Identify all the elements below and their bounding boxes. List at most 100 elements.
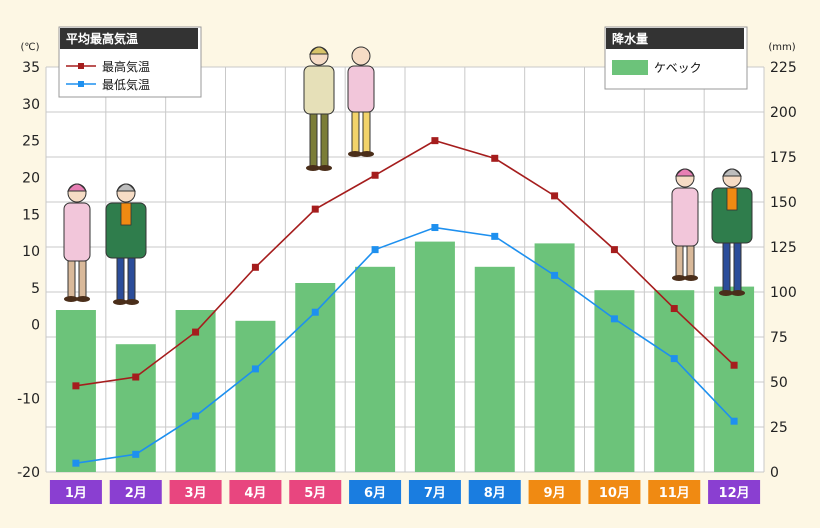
winter-couple-illustration-right: [671, 168, 753, 296]
precipitation-bar: [55, 310, 96, 472]
temperature-point: [551, 271, 559, 279]
winter-couple-illustration-left: [63, 183, 147, 305]
month-label: 12月: [719, 486, 750, 501]
month-label: 7月: [424, 486, 446, 501]
month-label-box: [528, 480, 581, 504]
temperature-point: [251, 365, 259, 373]
month-label-box: [588, 480, 641, 504]
left-tick-label: -20: [17, 465, 40, 481]
precipitation-bar: [235, 320, 276, 472]
month-label-box: [229, 480, 282, 504]
month-label: 4月: [244, 486, 266, 501]
month-label-box: [289, 480, 342, 504]
left-tick-label: 30: [22, 97, 40, 113]
left-axis-unit: (℃): [20, 42, 39, 53]
person-figure: [711, 168, 753, 296]
temperature-point: [192, 412, 200, 420]
precipitation-legend-title: 降水量: [612, 31, 648, 46]
temperature-point: [371, 246, 379, 254]
month-label-box: [708, 480, 761, 504]
right-tick-label: 175: [770, 150, 797, 166]
person-figure: [105, 183, 147, 305]
left-tick-label: -10: [17, 391, 40, 407]
month-label: 1月: [65, 486, 87, 501]
left-axis-ticks: -20 -10 0 5 10 15 20 25 30 35: [17, 60, 40, 481]
left-tick-label: 5: [31, 281, 40, 297]
temperature-point: [72, 382, 80, 390]
temperature-point: [431, 224, 439, 232]
precipitation-bar: [654, 290, 695, 472]
person-figure: [347, 46, 375, 157]
month-label: 5月: [304, 486, 326, 501]
right-tick-label: 200: [770, 105, 797, 121]
precipitation-bar: [414, 241, 455, 472]
summer-couple-illustration: [303, 46, 375, 171]
right-tick-label: 100: [770, 285, 797, 301]
left-tick-label: 20: [22, 170, 40, 186]
right-tick-label: 125: [770, 240, 797, 256]
temperature-point: [431, 137, 439, 145]
gridlines: [45, 66, 765, 473]
right-axis-unit: (mm): [768, 42, 795, 53]
left-tick-label: 15: [22, 207, 40, 223]
temperature-point: [730, 417, 738, 425]
right-tick-label: 0: [770, 465, 779, 481]
temperature-point: [551, 192, 559, 200]
precipitation-bar: [115, 344, 156, 472]
precipitation-bar: [534, 243, 575, 472]
month-label-box: [49, 480, 102, 504]
left-tick-label: 25: [22, 134, 40, 150]
month-label: 6月: [364, 486, 386, 501]
temperature-point: [610, 315, 618, 323]
month-label: 11月: [659, 486, 690, 501]
legend-city-label: ケベック: [654, 61, 702, 75]
person-figure: [671, 168, 699, 281]
left-tick-label: 10: [22, 244, 40, 260]
temperature-point: [670, 305, 678, 313]
precipitation-bar: [355, 266, 396, 472]
month-label: 10月: [599, 486, 630, 501]
month-label-box: [169, 480, 222, 504]
precipitation-bar: [175, 310, 216, 472]
temperature-legend-title: 平均最高気温: [66, 31, 138, 46]
month-label: 9月: [544, 486, 566, 501]
right-tick-label: 25: [770, 420, 788, 436]
temperature-point: [491, 232, 499, 240]
temperature-lines: [72, 137, 738, 467]
precipitation-bar: [474, 266, 515, 472]
temperature-point: [610, 246, 618, 254]
precipitation-bar: [714, 286, 755, 472]
legend-min-label: 最低気温: [102, 77, 150, 92]
month-label: 3月: [185, 486, 207, 501]
temperature-point: [311, 308, 319, 316]
month-label-box: [349, 480, 402, 504]
month-label: 8月: [484, 486, 506, 501]
month-label-box: [648, 480, 701, 504]
month-label-box: [408, 480, 461, 504]
temperature-line: [75, 226, 735, 464]
temperature-point: [192, 328, 200, 336]
precipitation-bars: [55, 241, 755, 472]
legend-max-label: 最高気温: [102, 59, 150, 74]
left-tick-label: 0: [31, 318, 40, 334]
month-label-box: [109, 480, 162, 504]
precipitation-legend: 降水量 ケベック: [604, 26, 748, 90]
month-labels: 1月 2月 3月 4月 5月 6月 7月 8月 9月 10月 11月 12月: [49, 480, 761, 504]
temperature-point: [730, 361, 738, 369]
temperature-point: [371, 171, 379, 179]
right-tick-label: 150: [770, 195, 797, 211]
left-tick-label: 35: [22, 60, 40, 76]
right-tick-label: 50: [770, 375, 788, 391]
temperature-point: [311, 205, 319, 213]
month-label-box: [468, 480, 521, 504]
temperature-point: [132, 450, 140, 458]
temperature-line: [75, 139, 735, 387]
right-axis-ticks: 0 25 50 75 100 125 150 175 200 225: [770, 60, 797, 481]
right-tick-label: 75: [770, 330, 788, 346]
temperature-point: [491, 154, 499, 162]
temperature-point: [670, 355, 678, 363]
temperature-point: [72, 459, 80, 467]
temperature-point: [251, 263, 259, 271]
